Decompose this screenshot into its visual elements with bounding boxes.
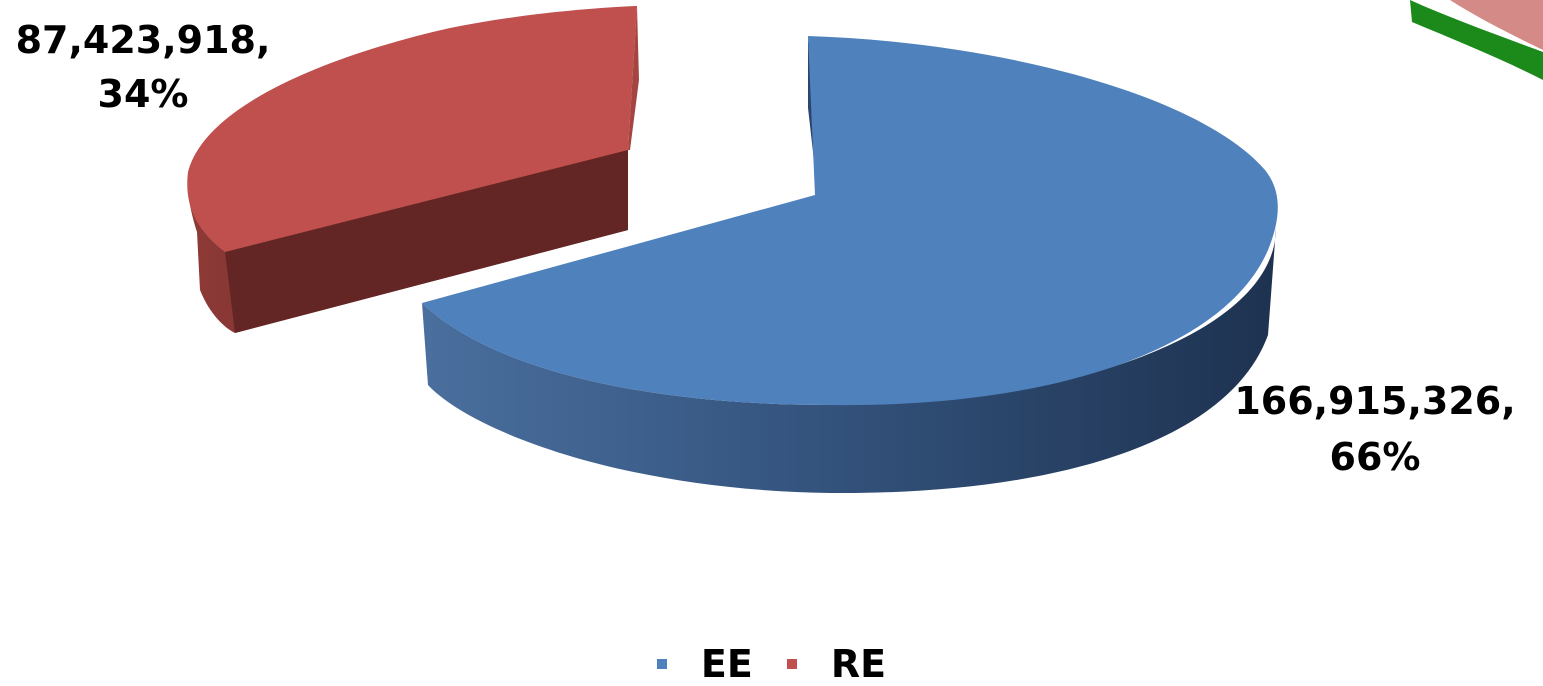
legend: EE RE: [0, 642, 1543, 686]
data-label-ee-value: 166,915,326,: [1234, 379, 1515, 423]
data-label-ee-percent: 66%: [1330, 435, 1421, 479]
legend-swatch-re: [786, 659, 797, 669]
corner-decoration: [1410, 0, 1543, 80]
legend-label-ee: EE: [700, 642, 753, 686]
legend-item-ee: EE: [656, 642, 753, 686]
slice-re: [187, 6, 639, 333]
legend-item-re: RE: [786, 642, 887, 686]
slice-re-edge: [628, 6, 639, 150]
data-label-re-percent: 34%: [98, 72, 189, 116]
slice-ee-side: [422, 228, 1276, 494]
legend-label-re: RE: [830, 642, 887, 686]
legend-swatch-ee: [656, 659, 667, 669]
slice-re-top: [187, 6, 637, 252]
slice-ee-top: [422, 36, 1278, 406]
slice-ee: [422, 36, 1278, 494]
slice-re-inner-wall: [225, 150, 628, 333]
data-label-re-value: 87,423,918,: [16, 18, 271, 62]
